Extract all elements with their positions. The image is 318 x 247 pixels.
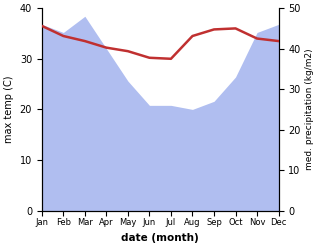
Y-axis label: max temp (C): max temp (C)	[4, 76, 14, 143]
X-axis label: date (month): date (month)	[121, 233, 199, 243]
Y-axis label: med. precipitation (kg/m2): med. precipitation (kg/m2)	[305, 49, 314, 170]
